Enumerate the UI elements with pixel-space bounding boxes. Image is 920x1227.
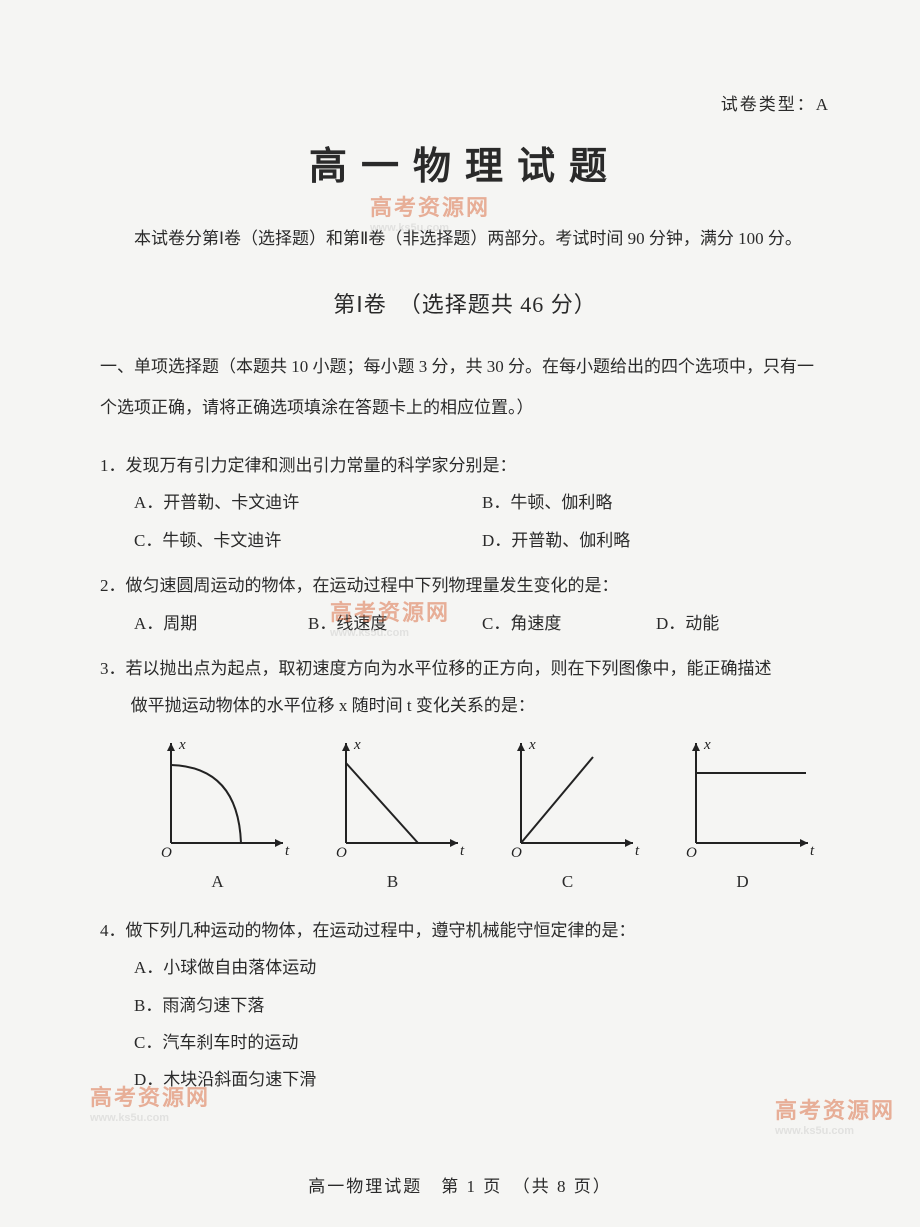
watermark: 高考资源网 www.ks5u.com	[370, 190, 490, 234]
watermark: 高考资源网 www.ks5u.com	[775, 1093, 895, 1137]
watermark-sub: www.ks5u.com	[90, 1112, 210, 1124]
question-1-text: 1．发现万有引力定律和测出引力常量的科学家分别是：	[100, 447, 830, 484]
q3-label-a: A	[143, 872, 293, 892]
graph-b-svg: O x t	[318, 735, 468, 865]
question-3-line1: 3．若以抛出点为起点，取初速度方向为水平位移的正方向，则在下列图像中，能正确描述	[100, 650, 830, 687]
main-title: 高一物理试题	[100, 135, 830, 190]
question-2-text: 2．做匀速圆周运动的物体，在运动过程中下列物理量发生变化的是：	[100, 567, 830, 604]
question-1: 1．发现万有引力定律和测出引力常量的科学家分别是： A．开普勒、卡文迪许 B．牛…	[100, 447, 830, 559]
section-1-instructions: 一、单项选择题（本题共 10 小题；每小题 3 分，共 30 分。在每小题给出的…	[100, 347, 830, 429]
watermark-text: 高考资源网	[775, 1098, 895, 1123]
axis-x: x	[703, 737, 711, 753]
watermark-sub: www.ks5u.com	[370, 222, 490, 234]
axis-x: x	[178, 737, 186, 753]
axis-x: x	[528, 737, 536, 753]
q2-option-d: D．动能	[656, 605, 830, 642]
graph-d-svg: O x t	[668, 735, 818, 865]
question-4: 4．做下列几种运动的物体，在运动过程中，遵守机械能守恒定律的是： A．小球做自由…	[100, 912, 830, 1099]
axis-origin: O	[686, 845, 697, 861]
page-footer: 高一物理试题 第 1 页 （共 8 页）	[0, 1172, 920, 1197]
question-4-text: 4．做下列几种运动的物体，在运动过程中，遵守机械能守恒定律的是：	[100, 912, 830, 949]
watermark: 高考资源网 www.ks5u.com	[90, 1080, 210, 1124]
q4-option-a: A．小球做自由落体运动	[134, 949, 830, 986]
q3-label-b: B	[318, 872, 468, 892]
q4-option-b: B．雨滴匀速下落	[134, 987, 830, 1024]
axis-t: t	[810, 843, 815, 859]
axis-origin: O	[161, 845, 172, 861]
question-3-line2: 做平抛运动物体的水平位移 x 随时间 t 变化关系的是：	[100, 687, 830, 724]
watermark-sub: www.ks5u.com	[330, 627, 450, 639]
q2-option-c: C．角速度	[482, 605, 656, 642]
q1-option-b: B．牛顿、伽利略	[482, 484, 830, 521]
graph-c-svg: O x t	[493, 735, 643, 865]
graph-a-svg: O x t	[143, 735, 293, 865]
q3-graph-a: O x t A	[143, 735, 293, 892]
question-3: 3．若以抛出点为起点，取初速度方向为水平位移的正方向，则在下列图像中，能正确描述…	[100, 650, 830, 725]
q3-label-d: D	[668, 872, 818, 892]
q3-label-c: C	[493, 872, 643, 892]
q3-graphs: O x t A O x t B O x t C	[130, 735, 830, 892]
axis-x: x	[353, 737, 361, 753]
paper-type-label: 试卷类型：A	[100, 90, 830, 115]
q3-graph-c: O x t C	[493, 735, 643, 892]
q3-graph-b: O x t B	[318, 735, 468, 892]
watermark-text: 高考资源网	[90, 1085, 210, 1110]
axis-t: t	[285, 843, 290, 859]
axis-origin: O	[336, 845, 347, 861]
section-1-header: 第Ⅰ卷 （选择题共 46 分）	[100, 287, 830, 319]
q4-option-c: C．汽车刹车时的运动	[134, 1024, 830, 1061]
q1-option-d: D．开普勒、伽利略	[482, 522, 830, 559]
q1-option-a: A．开普勒、卡文迪许	[134, 484, 482, 521]
watermark-text: 高考资源网	[330, 600, 450, 625]
axis-origin: O	[511, 845, 522, 861]
axis-t: t	[635, 843, 640, 859]
axis-t: t	[460, 843, 465, 859]
watermark-text: 高考资源网	[370, 195, 490, 220]
watermark-sub: www.ks5u.com	[775, 1125, 895, 1137]
q2-option-a: A．周期	[134, 605, 308, 642]
q3-graph-d: O x t D	[668, 735, 818, 892]
watermark: 高考资源网 www.ks5u.com	[330, 595, 450, 639]
question-2: 2．做匀速圆周运动的物体，在运动过程中下列物理量发生变化的是： A．周期 B．线…	[100, 567, 830, 642]
q1-option-c: C．牛顿、卡文迪许	[134, 522, 482, 559]
q4-option-d: D．木块沿斜面匀速下滑	[134, 1061, 830, 1098]
